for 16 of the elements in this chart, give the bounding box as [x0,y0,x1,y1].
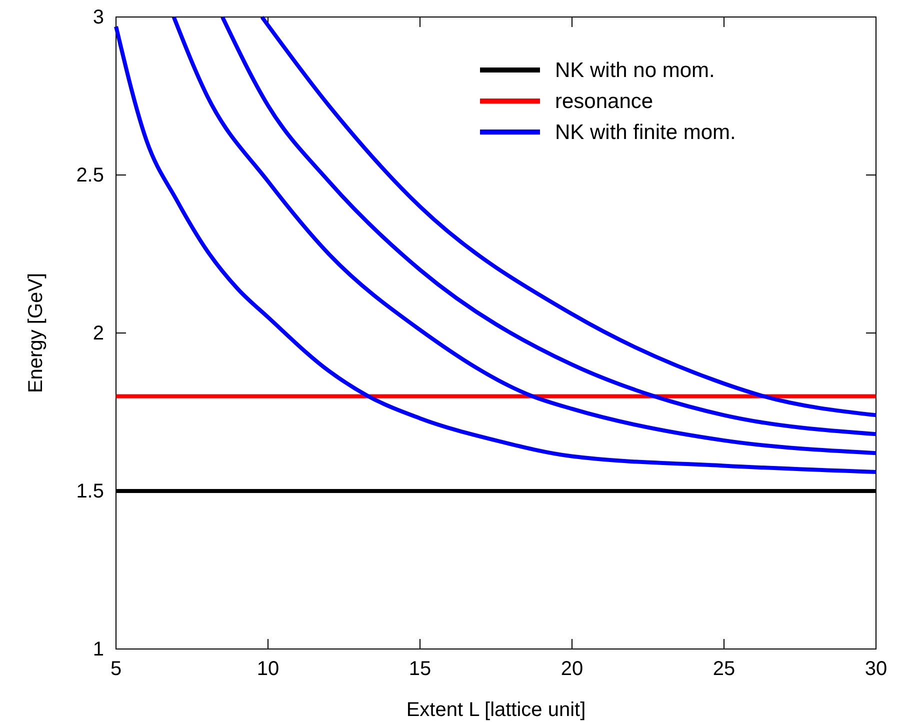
x-tick-label: 25 [712,658,736,680]
y-tick-label: 2 [92,322,104,344]
y-tick-label: 3 [92,6,104,28]
legend-label: NK with finite mom. [555,121,736,144]
y-tick-label: 2.5 [76,164,104,186]
legend-label: NK with no mom. [555,59,715,82]
x-tick-label: 10 [256,658,280,680]
x-tick-label: 5 [110,658,122,680]
y-tick-label: 1.5 [76,480,104,502]
x-tick-label: 20 [560,658,584,680]
y-axis-title: Energy [GeV] [25,272,47,394]
legend-label: resonance [555,90,654,113]
y-tick-label: 1 [92,638,104,660]
x-tick-label: 30 [864,658,888,680]
x-axis-title: Extent L [lattice unit] [406,699,586,721]
x-tick-label: 15 [408,658,432,680]
